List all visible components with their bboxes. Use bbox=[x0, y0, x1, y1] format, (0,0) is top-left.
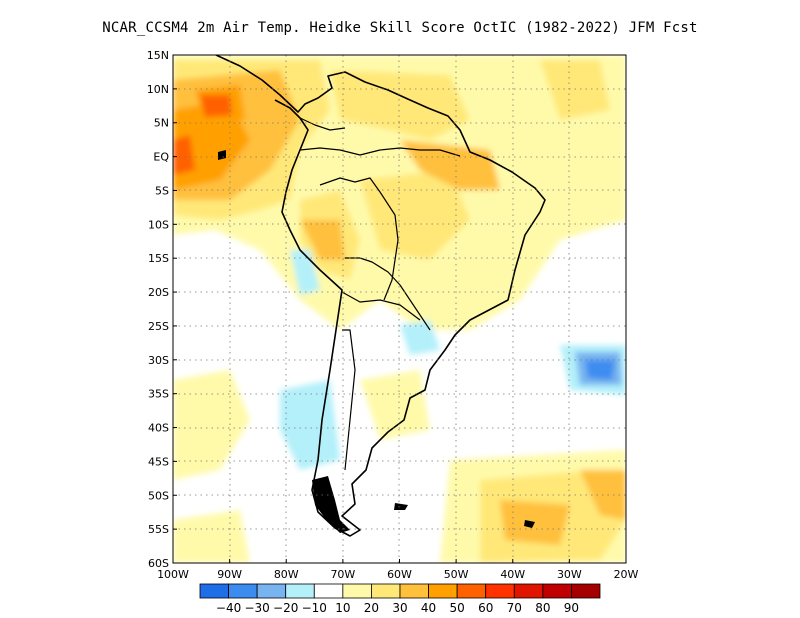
colorbar-label: −10 bbox=[302, 601, 327, 615]
lon-tick-label: 50W bbox=[444, 568, 469, 581]
colorbar-label: 50 bbox=[450, 601, 465, 615]
colorbar bbox=[199, 583, 601, 599]
lon-tick-label: 90W bbox=[217, 568, 242, 581]
islands bbox=[218, 150, 535, 533]
colorbar-label: 10 bbox=[335, 601, 350, 615]
colorbar-swatch bbox=[199, 583, 229, 599]
latitude-labels: 15N 10N 5N EQ 5S 10S 15S 20S 25S 30S 35S 40S 45S 50S 5… bbox=[147, 49, 177, 570]
longitude-labels: 100W 90W 80W 70W 60W 50W 40W 30W 20W bbox=[157, 559, 639, 581]
colorbar-swatch bbox=[513, 583, 544, 599]
lon-tick-label: 40W bbox=[500, 568, 525, 581]
lat-tick-label: 60S bbox=[148, 557, 169, 570]
colorbar-swatch bbox=[228, 583, 258, 599]
lon-tick-label: 70W bbox=[330, 568, 355, 581]
lat-tick-label: 40S bbox=[148, 422, 169, 435]
colorbar-label: 40 bbox=[421, 601, 436, 615]
colorbar-swatch bbox=[456, 583, 487, 599]
lat-tick-label: 30S bbox=[148, 354, 169, 367]
lon-tick-label: 30W bbox=[557, 568, 582, 581]
colorbar-swatch bbox=[371, 583, 401, 599]
colorbar-label: 60 bbox=[478, 601, 493, 615]
colorbar-label: −30 bbox=[244, 601, 269, 615]
lat-tick-label: 25S bbox=[148, 320, 169, 333]
colorbar-label: −40 bbox=[216, 601, 241, 615]
colorbar-swatch bbox=[428, 583, 458, 599]
lat-tick-label: EQ bbox=[153, 151, 169, 164]
colorbar-label: −20 bbox=[273, 601, 298, 615]
colorbar-swatch bbox=[285, 583, 315, 599]
lat-tick-label: 55S bbox=[148, 523, 169, 536]
lat-tick-label: 5S bbox=[155, 184, 169, 197]
colorbar-label: 70 bbox=[507, 601, 522, 615]
lon-tick-label: 60W bbox=[387, 568, 412, 581]
map-grid bbox=[173, 55, 626, 563]
lat-tick-label: 45S bbox=[148, 455, 169, 468]
colorbar-swatch bbox=[256, 583, 287, 599]
coastline bbox=[215, 55, 546, 537]
colorbar-swatch bbox=[399, 583, 429, 599]
colorbar-swatch bbox=[542, 583, 572, 599]
lon-tick-label: 20W bbox=[614, 568, 639, 581]
lon-tick-label: 100W bbox=[157, 568, 189, 581]
lat-tick-label: 10N bbox=[147, 83, 169, 96]
lat-tick-label: 35S bbox=[148, 388, 169, 401]
colorbar-swatch bbox=[342, 583, 372, 599]
lat-tick-label: 5N bbox=[154, 117, 169, 130]
colorbar-swatch bbox=[571, 583, 601, 599]
colorbar-label: 30 bbox=[392, 601, 407, 615]
lat-tick-label: 20S bbox=[148, 286, 169, 299]
colorbar-label: 90 bbox=[564, 601, 579, 615]
colorbar-swatch bbox=[485, 583, 515, 599]
lat-tick-label: 15N bbox=[147, 49, 169, 62]
lat-tick-label: 10S bbox=[148, 218, 169, 231]
lat-tick-label: 15S bbox=[148, 252, 169, 265]
colorbar-label: 80 bbox=[535, 601, 550, 615]
colorbar-swatch bbox=[313, 583, 344, 599]
lon-tick-label: 80W bbox=[274, 568, 299, 581]
lat-tick-label: 50S bbox=[148, 489, 169, 502]
colorbar-labels: −40 −30 −20 −10 10 20 30 40 50 60 70 80 90 bbox=[216, 601, 579, 615]
colorbar-label: 20 bbox=[364, 601, 379, 615]
map-title: NCAR_CCSM4 2m Air Temp. Heidke Skill Sco… bbox=[102, 20, 698, 36]
